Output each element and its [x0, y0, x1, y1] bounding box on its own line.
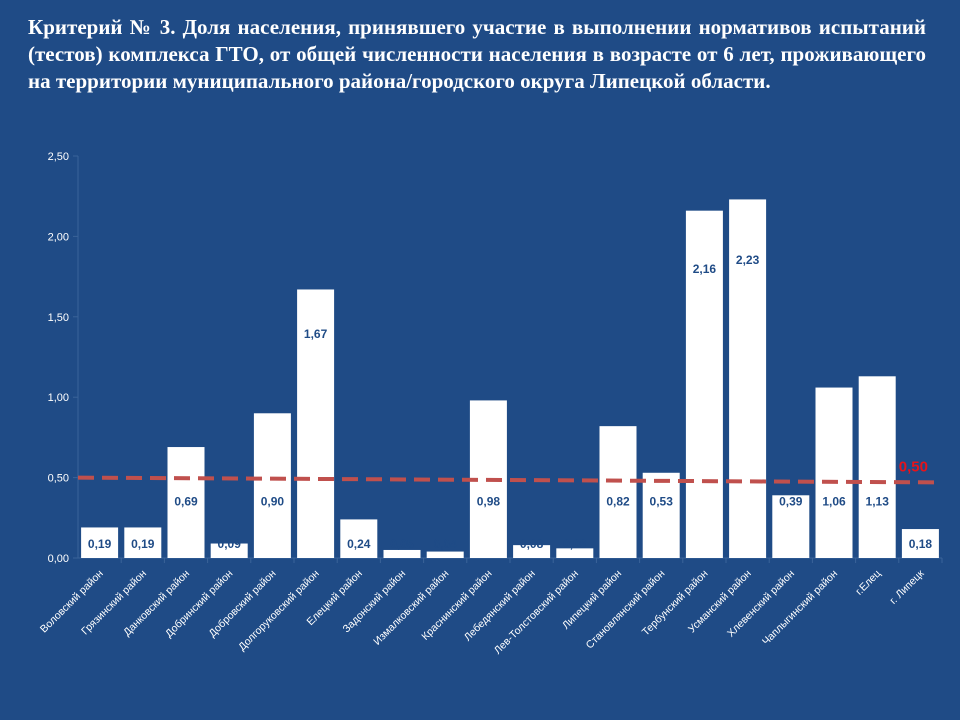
bar	[124, 527, 162, 558]
data-label: 0,08	[520, 537, 544, 551]
data-label: 0,04	[434, 537, 458, 551]
data-label: 2,16	[693, 262, 717, 276]
data-label: 0,90	[261, 495, 285, 509]
x-tick-label: Измалковский район	[371, 567, 451, 647]
y-tick-label: 2,50	[48, 151, 69, 163]
bar	[81, 527, 119, 558]
bar	[599, 426, 637, 558]
bar	[772, 495, 810, 558]
bar	[901, 529, 939, 558]
x-tick-label: Чаплыгинский район	[760, 568, 840, 648]
data-label: 0,18	[909, 537, 933, 551]
threshold-line	[77, 475, 939, 485]
x-tick-label: Долгоруковский район	[236, 567, 322, 653]
bar	[340, 519, 378, 558]
y-tick-label: 0,50	[48, 473, 69, 485]
data-label: 0,19	[88, 537, 112, 551]
data-label: 0,69	[174, 495, 198, 509]
bar	[729, 199, 767, 558]
bar	[642, 472, 680, 558]
data-label: 0,05	[390, 537, 414, 551]
threshold-label: 0,50	[899, 459, 928, 476]
bar	[685, 210, 723, 558]
data-label: 0,24	[347, 537, 371, 551]
y-tick-label: 2,00	[48, 231, 69, 243]
data-label: 0,19	[131, 537, 155, 551]
data-label: 0,82	[606, 495, 630, 509]
bar	[253, 413, 291, 558]
x-tick-label: г.Елец	[853, 568, 883, 598]
x-tick-label: Лев-Толстовский район	[492, 568, 581, 657]
x-tick-label: Становлянский район	[584, 567, 668, 651]
data-label: 0,09	[218, 537, 242, 551]
bar	[210, 543, 248, 558]
data-label: 2,23	[736, 253, 760, 267]
bar	[297, 289, 335, 558]
bar	[426, 551, 464, 558]
data-label: 1,13	[866, 495, 890, 509]
bar	[858, 376, 896, 558]
slide-title: Критерий № 3. Доля населения, принявшего…	[28, 15, 926, 93]
data-label: 1,06	[822, 495, 846, 509]
x-tick-label: г. Липецк	[887, 567, 926, 606]
data-label: 0,39	[779, 495, 803, 509]
y-tick-label: 0,00	[48, 553, 69, 565]
y-tick-label: 1,50	[48, 312, 69, 324]
bar	[513, 545, 551, 558]
y-tick-label: 1,00	[48, 392, 69, 404]
x-tick-label: Лебедянский район	[462, 567, 538, 643]
bar	[815, 387, 853, 558]
data-label: 1,67	[304, 327, 328, 341]
bar	[383, 549, 421, 558]
data-label: 0,98	[477, 495, 501, 509]
bar	[167, 447, 205, 558]
data-label: 0,53	[650, 495, 674, 509]
bar	[556, 548, 594, 558]
data-label: 0,06	[563, 537, 587, 551]
